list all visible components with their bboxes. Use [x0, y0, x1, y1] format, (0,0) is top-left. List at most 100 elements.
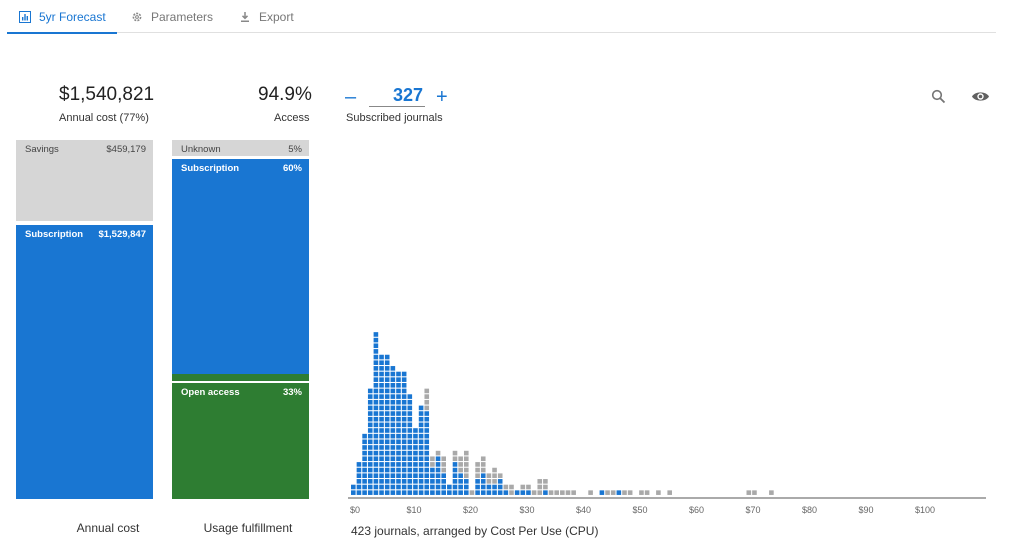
- journal-square-subscribed[interactable]: [418, 439, 424, 445]
- journal-square-subscribed[interactable]: [384, 479, 390, 484]
- journal-square-subscribed[interactable]: [379, 399, 384, 405]
- journal-square-subscribed[interactable]: [379, 377, 384, 382]
- journal-square-subscribed[interactable]: [373, 405, 379, 411]
- journal-square-subscribed[interactable]: [424, 456, 430, 462]
- journal-square-unsubscribed[interactable]: [492, 473, 497, 478]
- journal-square-unsubscribed[interactable]: [486, 473, 492, 478]
- journal-square-subscribed[interactable]: [356, 490, 362, 495]
- journal-square-subscribed[interactable]: [367, 462, 373, 467]
- journal-square-subscribed[interactable]: [526, 490, 531, 495]
- journal-square-subscribed[interactable]: [430, 479, 435, 484]
- journal-square-unsubscribed[interactable]: [475, 473, 480, 478]
- journal-square-subscribed[interactable]: [441, 490, 446, 495]
- journal-square-subscribed[interactable]: [373, 377, 379, 382]
- journal-square-subscribed[interactable]: [390, 366, 396, 371]
- journal-square-subscribed[interactable]: [480, 490, 486, 495]
- journal-square-subscribed[interactable]: [435, 479, 441, 484]
- journal-square-subscribed[interactable]: [480, 484, 486, 490]
- journal-square-subscribed[interactable]: [475, 484, 480, 490]
- journal-square-subscribed[interactable]: [458, 490, 463, 495]
- journal-square-subscribed[interactable]: [390, 428, 396, 433]
- journal-square-subscribed[interactable]: [424, 473, 430, 478]
- journal-square-subscribed[interactable]: [407, 428, 413, 433]
- journal-square-subscribed[interactable]: [384, 399, 390, 405]
- journal-square-subscribed[interactable]: [390, 422, 396, 428]
- journal-square-subscribed[interactable]: [452, 473, 458, 478]
- journal-square-subscribed[interactable]: [379, 462, 384, 467]
- journal-square-unsubscribed[interactable]: [464, 473, 469, 478]
- journal-square-unsubscribed[interactable]: [480, 456, 486, 462]
- journal-square-subscribed[interactable]: [458, 473, 463, 478]
- journal-square-subscribed[interactable]: [396, 416, 401, 422]
- journal-square-subscribed[interactable]: [396, 473, 401, 478]
- journal-square-unsubscribed[interactable]: [503, 484, 509, 490]
- journal-square-subscribed[interactable]: [356, 467, 362, 473]
- journal-square-subscribed[interactable]: [401, 422, 407, 428]
- journal-square-subscribed[interactable]: [384, 416, 390, 422]
- journal-square-subscribed[interactable]: [407, 479, 413, 484]
- journal-square-subscribed[interactable]: [418, 456, 424, 462]
- journal-square-unsubscribed[interactable]: [560, 490, 565, 495]
- journal-square-unsubscribed[interactable]: [464, 462, 469, 467]
- journal-square-subscribed[interactable]: [373, 450, 379, 456]
- journal-square-subscribed[interactable]: [379, 354, 384, 360]
- decrement-button[interactable]: –: [345, 86, 357, 108]
- journal-square-subscribed[interactable]: [379, 388, 384, 394]
- journal-square-subscribed[interactable]: [367, 433, 373, 439]
- journal-square-subscribed[interactable]: [379, 473, 384, 478]
- journal-square-unsubscribed[interactable]: [480, 467, 486, 473]
- journal-square-subscribed[interactable]: [396, 371, 401, 377]
- journal-square-subscribed[interactable]: [367, 422, 373, 428]
- journal-square-subscribed[interactable]: [373, 484, 379, 490]
- journal-square-subscribed[interactable]: [367, 473, 373, 478]
- journal-square-subscribed[interactable]: [367, 388, 373, 394]
- journal-square-subscribed[interactable]: [418, 490, 424, 495]
- journal-square-subscribed[interactable]: [390, 450, 396, 456]
- journal-square-subscribed[interactable]: [418, 433, 424, 439]
- journal-square-subscribed[interactable]: [396, 445, 401, 450]
- journal-square-subscribed[interactable]: [447, 490, 452, 495]
- journal-square-unsubscribed[interactable]: [464, 456, 469, 462]
- journal-square-subscribed[interactable]: [418, 473, 424, 478]
- journal-square-subscribed[interactable]: [396, 433, 401, 439]
- journal-square-unsubscribed[interactable]: [548, 490, 554, 495]
- journal-square-subscribed[interactable]: [390, 490, 396, 495]
- journal-square-subscribed[interactable]: [373, 394, 379, 399]
- journal-square-subscribed[interactable]: [407, 484, 413, 490]
- journal-square-subscribed[interactable]: [413, 479, 418, 484]
- journal-square-subscribed[interactable]: [418, 479, 424, 484]
- journal-square-subscribed[interactable]: [384, 354, 390, 360]
- journal-square-subscribed[interactable]: [384, 473, 390, 478]
- journal-square-subscribed[interactable]: [373, 456, 379, 462]
- journal-square-subscribed[interactable]: [441, 473, 446, 478]
- journal-square-subscribed[interactable]: [424, 479, 430, 484]
- journal-square-subscribed[interactable]: [396, 462, 401, 467]
- journal-square-subscribed[interactable]: [373, 439, 379, 445]
- journal-square-subscribed[interactable]: [401, 490, 407, 495]
- journal-square-subscribed[interactable]: [379, 428, 384, 433]
- journal-square-subscribed[interactable]: [367, 416, 373, 422]
- journal-square-subscribed[interactable]: [424, 490, 430, 495]
- journal-square-subscribed[interactable]: [401, 484, 407, 490]
- journal-square-subscribed[interactable]: [452, 467, 458, 473]
- journal-square-subscribed[interactable]: [418, 445, 424, 450]
- journal-square-subscribed[interactable]: [379, 366, 384, 371]
- journal-square-subscribed[interactable]: [441, 479, 446, 484]
- journal-square-subscribed[interactable]: [384, 462, 390, 467]
- journal-square-subscribed[interactable]: [396, 422, 401, 428]
- journal-square-subscribed[interactable]: [362, 445, 367, 450]
- journal-square-subscribed[interactable]: [384, 467, 390, 473]
- tab-parameters[interactable]: Parameters: [131, 0, 226, 33]
- journal-square-unsubscribed[interactable]: [605, 490, 610, 495]
- journal-square-subscribed[interactable]: [418, 428, 424, 433]
- journal-square-subscribed[interactable]: [401, 439, 407, 445]
- journal-square-subscribed[interactable]: [401, 377, 407, 382]
- journal-square-subscribed[interactable]: [384, 411, 390, 416]
- journal-square-unsubscribed[interactable]: [526, 484, 531, 490]
- journal-square-subscribed[interactable]: [424, 445, 430, 450]
- journal-square-subscribed[interactable]: [396, 479, 401, 484]
- journal-square-unsubscribed[interactable]: [639, 490, 644, 495]
- subscription-cost-segment[interactable]: Subscription $1,529,847: [16, 225, 153, 499]
- journal-square-subscribed[interactable]: [390, 456, 396, 462]
- journal-square-subscribed[interactable]: [390, 377, 396, 382]
